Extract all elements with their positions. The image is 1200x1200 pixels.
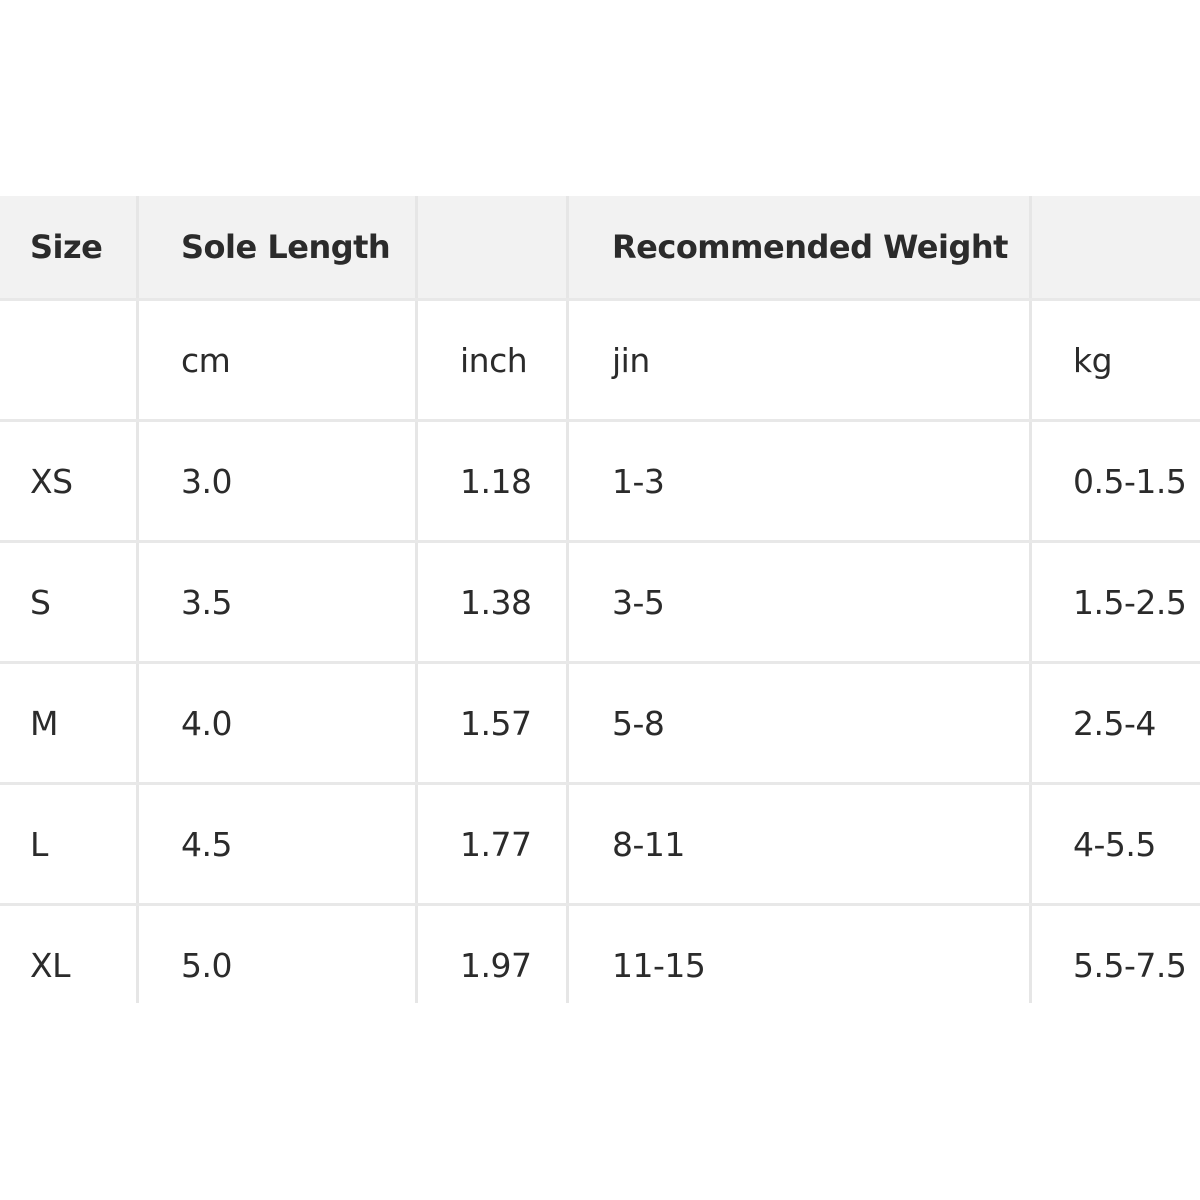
table-cell: 1.5-2.5 bbox=[1073, 582, 1187, 622]
table-cell: 2.5-4 bbox=[1073, 703, 1156, 743]
table-row: XS 3.0 1.18 1-3 0.5-1.5 bbox=[0, 422, 1200, 543]
unit-cell: inch bbox=[418, 301, 569, 419]
table-cell: 1.57 bbox=[418, 664, 569, 782]
table-cell: 4.0 bbox=[139, 664, 418, 782]
table-header-row: Size Sole Length Recommended Weight bbox=[0, 196, 1200, 301]
header-cell bbox=[418, 196, 569, 298]
table-cell: L bbox=[0, 785, 139, 903]
table-row: M 4.0 1.57 5-8 2.5-4 bbox=[0, 664, 1200, 785]
table-cell: 1.38 bbox=[418, 543, 569, 661]
unit-cell: jin bbox=[569, 301, 1032, 419]
table-cell: 11-15 bbox=[569, 906, 1032, 1003]
table-cell: XS bbox=[0, 422, 139, 540]
table-cell: 4.5 bbox=[139, 785, 418, 903]
table-row: L 4.5 1.77 8-11 4-5.5 bbox=[0, 785, 1200, 906]
table-cell: 0.5-1.5 bbox=[1073, 461, 1187, 501]
table-cell: 3.5 bbox=[139, 543, 418, 661]
unit-cell: kg bbox=[1073, 340, 1113, 380]
table-cell: 1-3 bbox=[569, 422, 1032, 540]
table-cell: 1.97 bbox=[418, 906, 569, 1003]
header-cell bbox=[1032, 196, 1200, 298]
table-cell: 3.0 bbox=[139, 422, 418, 540]
header-cell: Recommended Weight bbox=[569, 196, 1032, 298]
table-cell: S bbox=[0, 543, 139, 661]
table-cell: 3-5 bbox=[569, 543, 1032, 661]
table-cell: 5.0 bbox=[139, 906, 418, 1003]
header-cell: Sole Length bbox=[139, 196, 418, 298]
table-cell: M bbox=[0, 664, 139, 782]
table-row: XL 5.0 1.97 11-15 5.5-7.5 bbox=[0, 906, 1200, 1003]
size-chart-table: Size Sole Length Recommended Weight cm i… bbox=[0, 196, 1200, 1003]
unit-cell: cm bbox=[139, 301, 418, 419]
table-cell: 4-5.5 bbox=[1073, 824, 1156, 864]
table-cell: 5-8 bbox=[569, 664, 1032, 782]
table-cell: XL bbox=[0, 906, 139, 1003]
unit-cell bbox=[0, 301, 139, 419]
header-cell: Size bbox=[0, 196, 139, 298]
table-cell: 8-11 bbox=[569, 785, 1032, 903]
table-cell: 1.18 bbox=[418, 422, 569, 540]
units-row: cm inch jin kg bbox=[0, 301, 1200, 422]
table-cell: 5.5-7.5 bbox=[1073, 945, 1187, 985]
table-row: S 3.5 1.38 3-5 1.5-2.5 bbox=[0, 543, 1200, 664]
table-cell: 1.77 bbox=[418, 785, 569, 903]
